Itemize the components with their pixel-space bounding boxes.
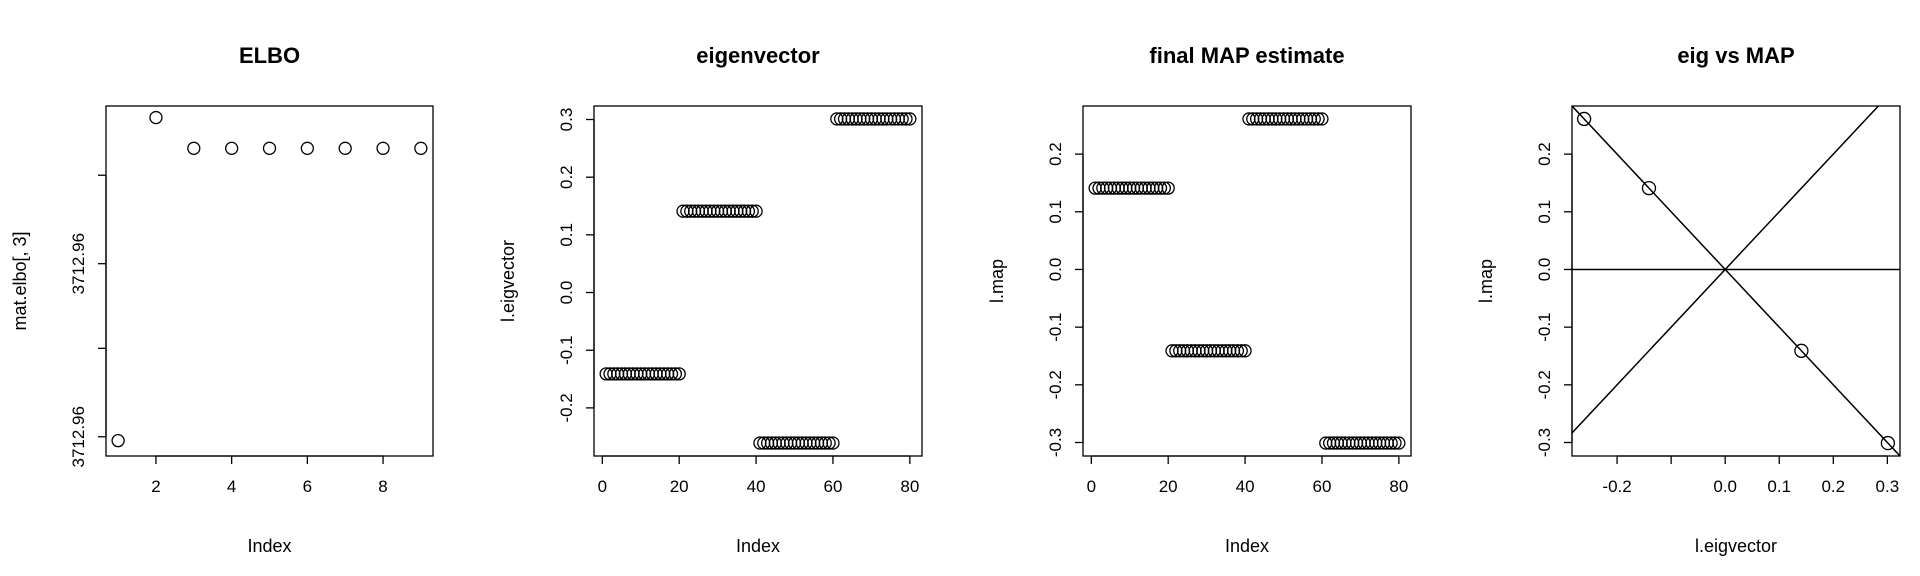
x-tick-label: 60 — [824, 477, 843, 496]
x-axis-label: Index — [736, 536, 780, 556]
y-axis-label: l.map — [1476, 259, 1496, 303]
plot-frame — [1082, 105, 1412, 457]
y-tick-label: -0.2 — [557, 393, 576, 422]
x-tick-label: 4 — [227, 477, 236, 496]
data-point — [376, 141, 390, 155]
y-tick-label: 0.0 — [1535, 258, 1554, 282]
x-tick-label: 0 — [598, 477, 607, 496]
plot-frame — [1571, 105, 1901, 457]
x-tick-label: 0.0 — [1713, 477, 1737, 496]
x-tick-label: 20 — [1159, 477, 1178, 496]
data-point — [1384, 436, 1398, 450]
y-axis-label: l.eigvector — [498, 240, 518, 322]
y-tick-label: 0.2 — [1535, 142, 1554, 166]
chart-panel-3: final MAP estimate Index l.map 0 20 40 60 80 -0.… — [987, 43, 1412, 556]
data-point — [149, 110, 163, 125]
plot-frame — [105, 105, 434, 457]
data-point — [338, 141, 352, 155]
x-tick-label: 60 — [1313, 477, 1332, 496]
data-point — [262, 141, 277, 155]
y-tick-label: -0.3 — [1535, 428, 1554, 457]
x-tick-label: 0 — [1087, 477, 1096, 496]
x-tick-label: 0.2 — [1821, 477, 1845, 496]
data-point — [1392, 436, 1406, 450]
chart-title: eigenvector — [696, 43, 820, 68]
data-point — [187, 141, 201, 155]
y-axis-label: l.map — [987, 259, 1007, 303]
chart-panel-1: ELBO Index mat.elbo[, 3] 2 4 6 8 3712.96 3712.96 — [10, 43, 434, 556]
data-point — [300, 141, 314, 155]
x-axis-label: Index — [1225, 536, 1269, 556]
x-axis-label: l.eigvector — [1695, 536, 1777, 556]
y-tick-label: -0.2 — [1535, 370, 1554, 399]
data-point — [822, 436, 836, 450]
chart-title: ELBO — [239, 43, 300, 68]
data-point — [745, 204, 759, 218]
data-point — [1576, 111, 1592, 127]
y-tick-label: -0.1 — [1046, 312, 1065, 341]
chart-title: eig vs MAP — [1677, 43, 1794, 68]
x-tick-label: 80 — [1389, 477, 1408, 496]
reference-abline — [1572, 106, 1880, 434]
y-tick-label: 0.2 — [557, 165, 576, 189]
data-point — [903, 112, 917, 126]
data-point — [895, 112, 909, 126]
x-tick-label: 40 — [1236, 477, 1255, 496]
plot-frame — [593, 105, 923, 457]
data-point — [672, 367, 686, 381]
y-tick-label: -0.2 — [1046, 370, 1065, 399]
data-point — [1388, 436, 1402, 450]
y-tick-label: 0.0 — [557, 281, 576, 305]
data-point — [1234, 344, 1248, 358]
y-tick-label: 3712.96 — [69, 233, 88, 294]
y-tick-label: 0.3 — [557, 108, 576, 132]
chart-title: final MAP estimate — [1149, 43, 1344, 68]
data-point — [899, 112, 913, 126]
reference-abline — [1572, 106, 1900, 456]
data-point — [1153, 181, 1168, 195]
y-axis-label: mat.elbo[, 3] — [10, 231, 30, 330]
data-point — [668, 367, 682, 381]
y-tick-label: 3712.96 — [69, 406, 88, 467]
x-tick-label: 2 — [151, 477, 160, 496]
x-tick-label: 8 — [378, 477, 387, 496]
x-tick-label: 40 — [747, 477, 766, 496]
y-tick-label: 0.1 — [1046, 200, 1065, 224]
data-point — [1230, 344, 1245, 358]
data-point — [414, 141, 428, 155]
data-point — [741, 204, 756, 218]
x-tick-label: 20 — [670, 477, 689, 496]
x-tick-label: 80 — [900, 477, 919, 496]
y-tick-label: -0.1 — [557, 336, 576, 365]
x-tick-label: 0.1 — [1767, 477, 1791, 496]
data-point — [1311, 112, 1325, 126]
y-tick-label: 0.2 — [1046, 142, 1065, 166]
y-tick-label: -0.3 — [1046, 428, 1065, 457]
y-tick-label: 0.0 — [1046, 258, 1065, 282]
data-point — [1238, 344, 1252, 358]
y-tick-label: 0.1 — [557, 223, 576, 247]
data-point — [1307, 112, 1321, 126]
data-point — [1157, 181, 1171, 195]
data-point — [664, 367, 679, 381]
data-point — [1161, 181, 1175, 195]
chart-panel-2: eigenvector Index l.eigvector 0 20 40 60 80 -0.2… — [498, 43, 923, 556]
data-point — [111, 433, 125, 448]
chart-panel-4: eig vs MAP l.eigvector l.map -0.2 0.0 0.1 0.2 0… — [1476, 43, 1901, 556]
data-point — [826, 436, 840, 450]
data-point — [749, 204, 763, 218]
x-tick-label: 6 — [303, 477, 312, 496]
data-point — [1794, 343, 1809, 358]
x-tick-label: 0.3 — [1876, 477, 1900, 496]
data-point — [1315, 112, 1329, 126]
x-axis-label: Index — [247, 536, 291, 556]
x-tick-label: -0.2 — [1602, 477, 1631, 496]
y-tick-label: -0.1 — [1535, 312, 1554, 341]
data-point — [1641, 180, 1657, 196]
data-point — [818, 436, 832, 450]
y-tick-label: 0.1 — [1535, 200, 1554, 224]
data-point — [225, 141, 239, 155]
data-point — [1880, 435, 1896, 451]
